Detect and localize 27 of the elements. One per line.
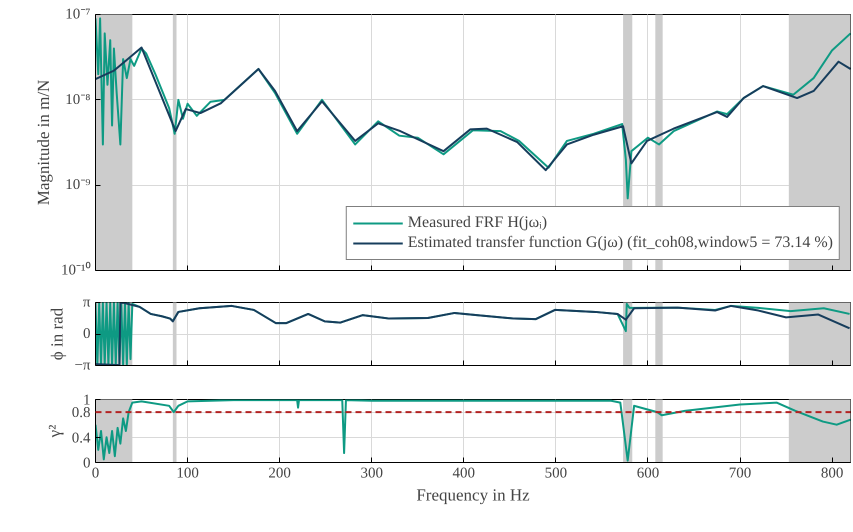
x-tick-label: 200 <box>268 466 291 482</box>
line-series <box>96 46 850 172</box>
x-tick-label: 700 <box>728 466 752 482</box>
x-tick-label: 500 <box>544 466 568 482</box>
y-tick-label: 0 <box>83 456 90 472</box>
y-tick-label: π <box>82 294 91 310</box>
x-tick-label: 600 <box>636 466 660 482</box>
y-tick-label: 10⁻⁷ <box>65 6 91 22</box>
x-tick-label: 800 <box>820 466 844 482</box>
line-series <box>96 400 850 462</box>
y-axis-title: ϕ in rad <box>47 307 66 360</box>
y-tick-label: 0.4 <box>72 430 91 446</box>
legend-label: Measured FRF H(jωᵢ) <box>408 214 548 232</box>
line-series <box>96 17 850 200</box>
y-tick-label: 10⁻⁸ <box>65 92 91 108</box>
y-tick-label: 10⁻¹⁰ <box>61 262 91 278</box>
x-tick-label: 400 <box>452 466 476 482</box>
y-tick-label: −π <box>74 358 91 374</box>
y-axis-title: γ² <box>44 424 64 438</box>
line-series <box>96 302 850 366</box>
y-axis-title: Magnitude in m/N <box>34 80 54 206</box>
legend-label: Estimated transfer function G(jω) (fit_coh08,window5 = 73.14 %) <box>408 234 833 252</box>
x-tick-label: 300 <box>360 466 383 482</box>
x-tick-label: 100 <box>176 466 199 482</box>
x-axis-title: Frequency in Hz <box>416 486 530 504</box>
y-tick-label: 0 <box>83 326 90 342</box>
y-tick-label: 10⁻⁹ <box>65 177 91 194</box>
